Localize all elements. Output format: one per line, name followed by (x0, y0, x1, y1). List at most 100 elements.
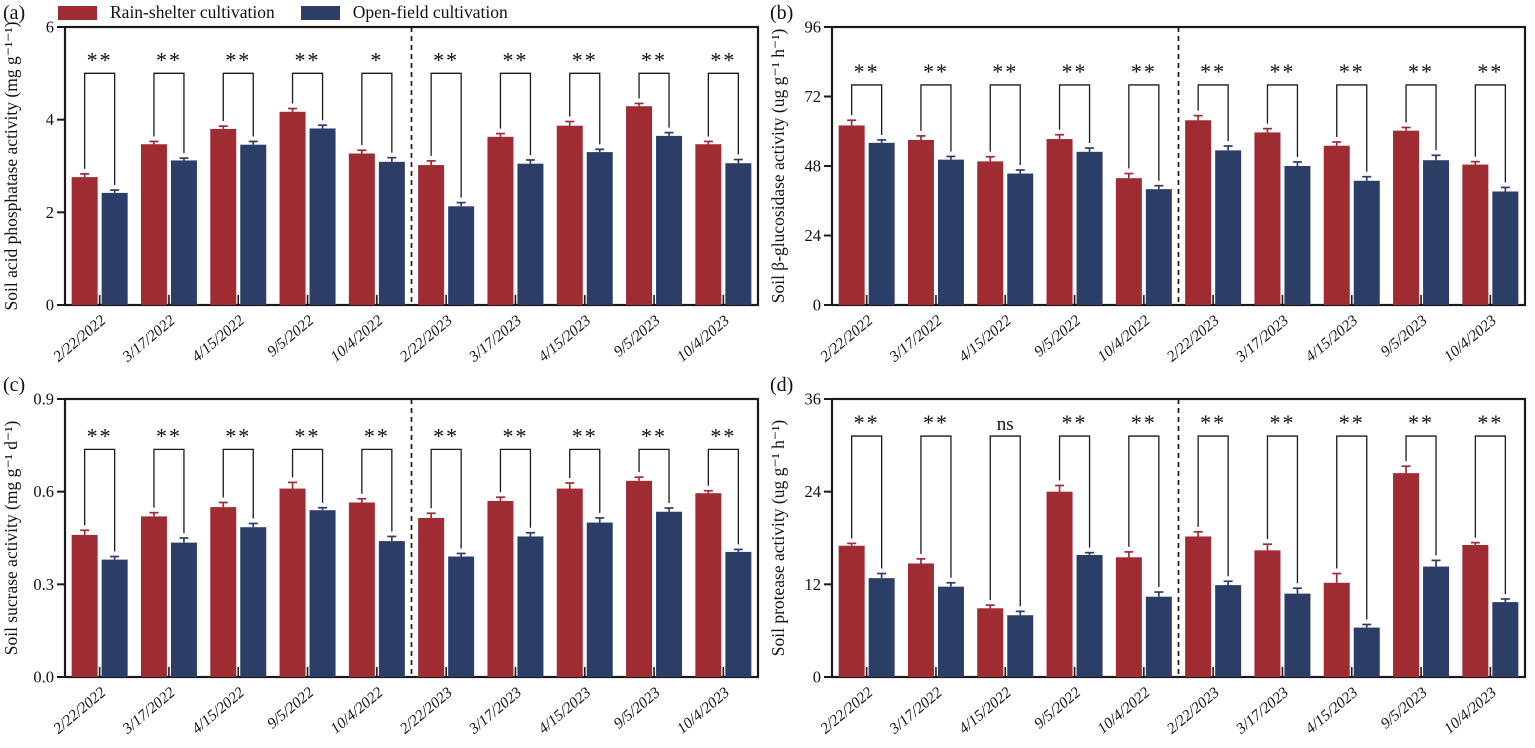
significance-marker: ** (1339, 59, 1365, 84)
significance-marker: ** (992, 59, 1018, 84)
significance-marker: ** (433, 47, 459, 72)
bar-open_field-3 (1076, 554, 1103, 677)
panel-c-plot: 0.0 0.3 0.6 0.9 Soil sucrase activity (mg g⁻… (1, 390, 760, 738)
bar-open_field-7 (586, 522, 613, 677)
significance-marker: ** (641, 47, 667, 72)
y-tick-label: 0.0 (33, 668, 54, 687)
bar-rain_shelter-2 (210, 128, 237, 305)
significance-marker: ** (502, 47, 528, 72)
bar-open_field-6 (517, 536, 544, 677)
x-tick-label: 2/22/2022 (817, 312, 876, 366)
significance-marker: ** (1339, 410, 1365, 435)
panel-a-plot: 0 2 4 6 Soil acid phosphatase activity (mg g… (1, 18, 760, 366)
bar-rain_shelter-6 (1254, 132, 1281, 305)
x-tick-label: 3/17/2022 (119, 312, 179, 366)
panel-a: (a) Rain-shelter cultivation Open-field … (0, 0, 767, 372)
significance-bracket (920, 84, 952, 152)
significance-marker: ** (1062, 410, 1088, 435)
x-tick-label: 3/17/2023 (465, 684, 525, 738)
bar-rain_shelter-1 (140, 516, 167, 677)
bar-open_field-8 (1423, 566, 1450, 677)
x-tick-label: 10/4/2022 (1094, 684, 1153, 738)
y-axis-title: Soil protease activity (ug g⁻¹ h⁻¹) (768, 420, 788, 657)
significance-bracket (989, 84, 1021, 166)
significance-bracket (851, 435, 883, 569)
significance-marker: ** (1269, 59, 1295, 84)
panel-d: (d) 0 12 24 36 Soil protease activity (ug g⁻… (767, 372, 1535, 743)
significance-bracket (430, 448, 462, 549)
bar-open_field-9 (725, 551, 752, 677)
x-tick-label: 9/5/2022 (1031, 684, 1084, 733)
bar-rain_shelter-3 (279, 111, 306, 305)
significance-bracket (638, 72, 670, 128)
x-tick-label: 9/5/2023 (610, 312, 663, 361)
significance-bracket (1266, 435, 1299, 584)
bar-open_field-3 (1076, 151, 1103, 305)
x-tick-label: 4/15/2023 (1302, 312, 1361, 366)
bar-rain_shelter-5 (1185, 120, 1212, 305)
x-tick-label: 10/4/2022 (327, 312, 386, 366)
legend-swatch-rain-shelter (58, 5, 97, 20)
bar-open_field-8 (1423, 160, 1450, 305)
bar-rain_shelter-4 (1115, 178, 1142, 305)
bar-rain_shelter-7 (556, 125, 583, 305)
x-tick-label: 3/17/2023 (1232, 312, 1292, 366)
significance-marker: ** (1200, 410, 1226, 435)
significance-marker: ns (997, 414, 1014, 435)
y-tick-label: 0.9 (33, 390, 54, 409)
y-axis-title: Soil sucrase activity (mg g⁻¹ d⁻¹) (1, 421, 21, 656)
x-tick-label: 10/4/2023 (674, 684, 733, 738)
bar-rain_shelter-3 (1046, 491, 1073, 677)
significance-bracket (1405, 435, 1437, 556)
bar-rain_shelter-3 (1046, 139, 1073, 305)
legend-swatch-open-field (300, 5, 340, 20)
significance-bracket (499, 72, 532, 155)
significance-bracket (153, 448, 185, 533)
bar-open_field-0 (101, 192, 128, 305)
x-tick-label: 10/4/2022 (327, 684, 386, 738)
bar-open_field-4 (378, 541, 405, 677)
bar-rain_shelter-4 (348, 153, 375, 305)
significance-bracket (84, 448, 116, 552)
bar-rain_shelter-1 (907, 563, 934, 677)
bar-rain_shelter-4 (1115, 557, 1142, 677)
bar-open_field-0 (868, 142, 895, 305)
significance-bracket (222, 448, 254, 519)
significance-marker: ** (710, 423, 736, 448)
y-tick-label: 12 (805, 575, 822, 594)
bar-rain_shelter-4 (348, 502, 375, 677)
significance-marker: ** (1477, 410, 1503, 435)
significance-bracket (920, 435, 952, 578)
significance-bracket (707, 448, 739, 545)
significance-marker: ** (1408, 59, 1434, 84)
significance-bracket (361, 448, 393, 532)
y-tick-label: 6 (46, 18, 54, 37)
bar-rain_shelter-0 (71, 177, 98, 305)
x-tick-label: 2/22/2022 (817, 684, 876, 738)
y-tick-label: 0 (813, 296, 821, 315)
x-tick-label: 4/15/2022 (189, 684, 248, 738)
bar-rain_shelter-6 (487, 136, 514, 305)
y-tick-label: 96 (805, 18, 822, 37)
bar-open_field-5 (1215, 585, 1242, 677)
y-axis-title: Soil β-glucosidase activity (ug g⁻¹ h⁻¹) (768, 29, 788, 304)
bar-rain_shelter-2 (977, 161, 1004, 305)
panel-d-label: (d) (770, 374, 794, 396)
bar-open_field-0 (868, 578, 895, 677)
bar-rain_shelter-5 (418, 165, 445, 305)
panel-c-chart: 0.0 0.3 0.6 0.9 Soil sucrase activity (mg g⁻… (0, 372, 767, 743)
bar-rain_shelter-1 (907, 139, 934, 305)
bar-rain_shelter-9 (1462, 544, 1489, 677)
bar-rain_shelter-9 (1462, 164, 1489, 305)
significance-marker: ** (156, 423, 182, 448)
significance-marker: ** (572, 47, 598, 72)
panel-a-chart: 0 2 4 6 Soil acid phosphatase activity (mg g… (0, 0, 767, 372)
bar-open_field-6 (1284, 166, 1311, 305)
significance-marker: ** (1477, 59, 1503, 84)
x-tick-label: 9/5/2023 (1377, 684, 1430, 733)
bar-open_field-4 (1145, 189, 1172, 305)
bar-rain_shelter-7 (1323, 145, 1350, 305)
significance-bracket (291, 448, 324, 503)
bar-rain_shelter-7 (1323, 582, 1350, 677)
x-tick-label: 2/22/2023 (1164, 312, 1223, 366)
